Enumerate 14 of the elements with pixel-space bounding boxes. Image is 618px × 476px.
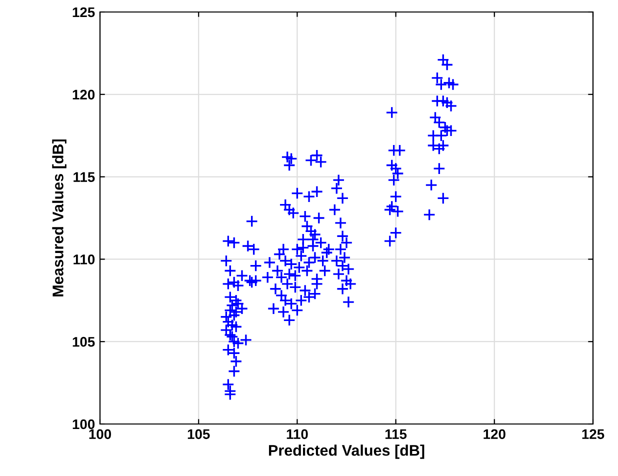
y-tick-label: 125 (72, 7, 95, 18)
y-tick-label: 100 (72, 419, 95, 430)
x-tick-label: 105 (188, 429, 210, 440)
x-tick-label: 110 (286, 429, 308, 440)
x-tick-label: 100 (89, 429, 112, 440)
y-axis-title: Measured Values [dB] (52, 139, 66, 296)
x-tick-label: 115 (385, 429, 407, 440)
x-tick-label: 125 (582, 429, 604, 440)
x-tick-label: 120 (484, 429, 506, 440)
y-tick-label: 115 (74, 172, 95, 182)
y-tick-label: 110 (74, 254, 95, 264)
x-axis-title: Predicted Values [dB] (268, 444, 424, 459)
y-tick-label: 120 (72, 90, 95, 100)
y-tick-label: 105 (72, 336, 95, 347)
